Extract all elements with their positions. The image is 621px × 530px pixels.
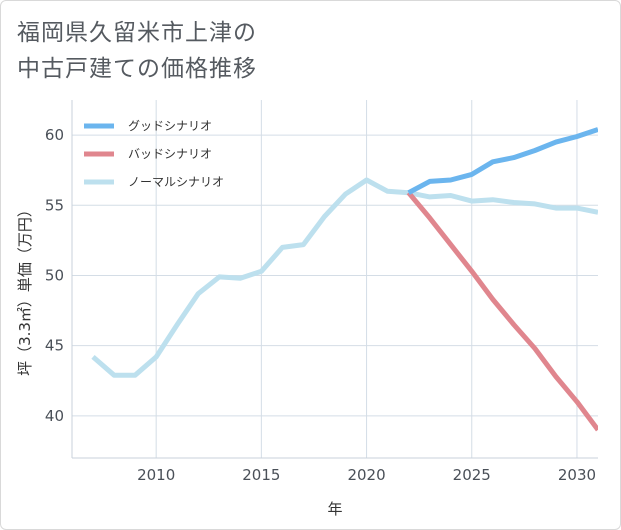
- series-line-0: [407, 127, 598, 195]
- x-tick-label-2030: 2030: [558, 466, 596, 484]
- series-line-2: [91, 177, 598, 378]
- y-tick-label-50: 50: [45, 266, 64, 284]
- legend-label-1: バッドシナリオ: [128, 147, 212, 161]
- y-tick-label-55: 55: [45, 196, 64, 214]
- series-line-1: [406, 191, 598, 432]
- x-tick-label-2015: 2015: [242, 466, 280, 484]
- plot-frame: [71, 100, 598, 459]
- y-tick-label-60: 60: [45, 126, 64, 144]
- y-axis-title: 坪（3.3㎡）単価（万円）: [16, 202, 34, 376]
- x-axis-title: 年: [327, 500, 342, 518]
- x-tick-label-2020: 2020: [347, 466, 385, 484]
- tick-labels: 2010 2015 2020 2025 2030 40 45 50 55 60: [45, 126, 596, 484]
- x-tick-label-2010: 2010: [137, 466, 175, 484]
- chart-title-line-1: 福岡県久留米市上津の: [17, 20, 257, 46]
- y-tick-label-45: 45: [45, 337, 64, 355]
- legend-label-0: グッドシナリオ: [128, 119, 212, 133]
- chart-title: 福岡県久留米市上津の 中古戸建ての価格推移: [17, 15, 257, 87]
- y-tick-label-40: 40: [45, 407, 64, 425]
- grid-lines: [72, 100, 598, 458]
- legend-label-2: ノーマルシナリオ: [128, 175, 224, 189]
- x-tick-label-2025: 2025: [453, 466, 491, 484]
- series-lines: [91, 127, 598, 432]
- chart-title-line-2: 中古戸建ての価格推移: [17, 56, 257, 82]
